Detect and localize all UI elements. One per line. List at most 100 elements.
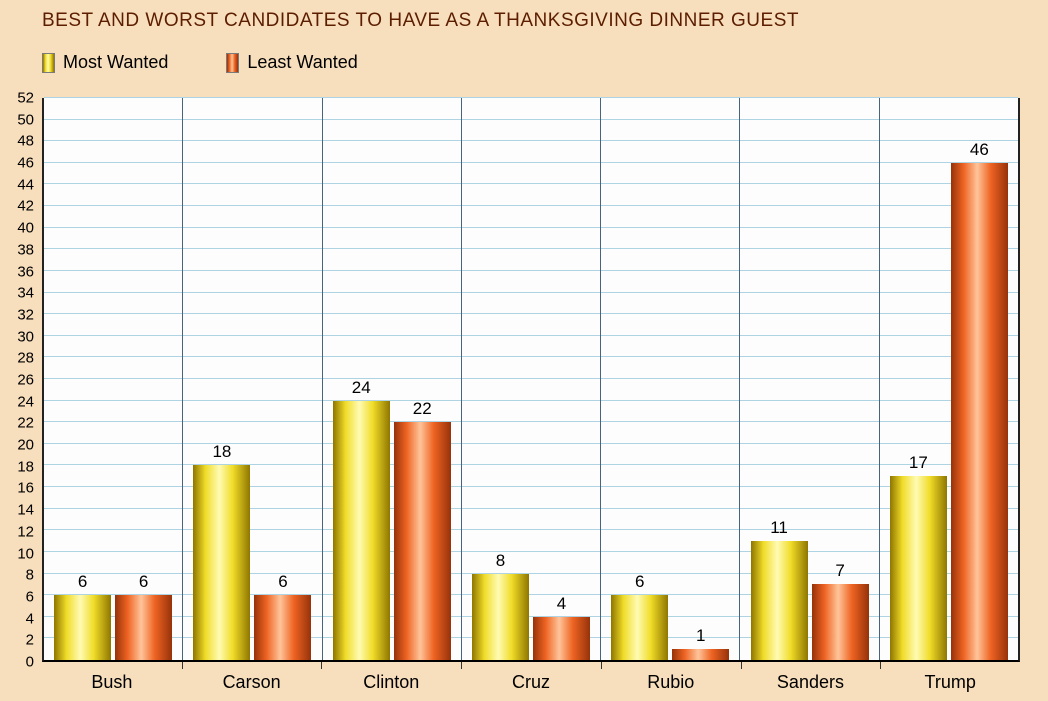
bar-value-label: 24 bbox=[351, 377, 371, 397]
legend-label: Least Wanted bbox=[247, 52, 358, 72]
category-group-carson: 18 6 bbox=[183, 98, 323, 660]
x-axis-label: Trump bbox=[924, 672, 976, 692]
y-tick-label: 14 bbox=[17, 501, 34, 519]
y-tick-label: 36 bbox=[17, 263, 34, 281]
chart-area: 0 2 4 6 8 10 12 14 16 18 20 22 24 26 28 30 32 34 36 38 40 42 4… bbox=[0, 91, 1048, 698]
bar-value-label: 7 bbox=[835, 561, 845, 581]
y-tick-label: 50 bbox=[17, 111, 34, 129]
bar-most-wanted: 6 bbox=[54, 572, 112, 660]
gridline bbox=[44, 378, 1018, 379]
bar-value-label: 6 bbox=[278, 572, 288, 592]
bar-most-wanted: 24 bbox=[332, 378, 390, 660]
x-axis-tick bbox=[740, 662, 742, 669]
y-tick-label: 34 bbox=[17, 284, 34, 302]
bar-most-wanted: 18 bbox=[193, 442, 251, 660]
y-tick-label: 52 bbox=[17, 89, 34, 107]
y-tick-label: 44 bbox=[17, 176, 34, 194]
x-axis-label: Sanders bbox=[776, 672, 844, 692]
bar-value-label: 8 bbox=[495, 550, 506, 570]
bar-least-wanted: 6 bbox=[115, 572, 173, 660]
x-axis-label: Cruz bbox=[512, 672, 551, 692]
y-tick-label: 42 bbox=[17, 197, 34, 215]
gridline bbox=[44, 118, 1018, 120]
gridline bbox=[44, 594, 1018, 596]
least-wanted-swatch-icon bbox=[226, 52, 240, 73]
plot-area: 6 6 18 6 24 22 8 4 6 1 11 7 17 46 bbox=[42, 97, 1020, 662]
y-tick-label: 10 bbox=[17, 545, 34, 563]
y-tick-label: 8 bbox=[25, 566, 34, 584]
gridline bbox=[44, 161, 1018, 163]
category-group-sanders: 11 7 bbox=[740, 98, 880, 660]
category-group-clinton: 24 22 bbox=[323, 98, 462, 660]
y-tick-label: 2 bbox=[25, 631, 34, 649]
x-axis-labels: Bush Carson Clinton Cruz Rubio Sanders Trump bbox=[42, 666, 1020, 693]
bar-value-label: 6 bbox=[635, 572, 645, 592]
bar-value-label: 6 bbox=[138, 572, 149, 592]
y-tick-label: 30 bbox=[17, 328, 34, 346]
y-tick-label: 12 bbox=[17, 523, 34, 541]
gridline bbox=[44, 291, 1018, 293]
bar-most-wanted: 8 bbox=[471, 551, 529, 660]
gridline bbox=[44, 334, 1018, 336]
y-tick-label: 4 bbox=[25, 610, 34, 628]
x-axis-ticks bbox=[42, 662, 1020, 669]
gridline bbox=[44, 550, 1018, 552]
gridline bbox=[44, 486, 1018, 488]
x-axis-tick bbox=[461, 662, 463, 669]
chart-title: BEST AND WORST CANDIDATES TO HAVE AS A T… bbox=[42, 10, 799, 31]
bar-least-wanted: 1 bbox=[672, 626, 730, 660]
gridline bbox=[44, 205, 1018, 207]
x-axis-label: Bush bbox=[91, 672, 133, 692]
y-axis: 0 2 4 6 8 10 12 14 16 18 20 22 24 26 28 30 32 34 36 38 40 42 4… bbox=[0, 91, 38, 670]
y-tick-label: 32 bbox=[17, 306, 34, 324]
gridline bbox=[44, 464, 1018, 466]
legend-item-most-wanted: Most Wanted bbox=[42, 52, 168, 73]
x-axis-label: Clinton bbox=[363, 672, 420, 692]
gridline bbox=[44, 313, 1018, 315]
bar-least-wanted: 6 bbox=[254, 572, 312, 660]
y-tick-label: 6 bbox=[25, 588, 34, 606]
bar-most-wanted: 6 bbox=[611, 572, 669, 660]
gridline bbox=[44, 442, 1018, 444]
y-tick-label: 22 bbox=[17, 414, 34, 432]
bar-most-wanted: 11 bbox=[750, 518, 808, 660]
bar-value-label: 22 bbox=[412, 399, 432, 419]
gridline bbox=[44, 637, 1018, 639]
y-tick-label: 28 bbox=[17, 349, 34, 367]
y-tick-label: 46 bbox=[17, 154, 34, 172]
x-axis-label: Rubio bbox=[647, 672, 695, 692]
x-axis-label: Carson bbox=[222, 672, 281, 692]
y-tick-label: 24 bbox=[17, 393, 34, 411]
bar-least-wanted: 46 bbox=[950, 140, 1008, 660]
bar-value-label: 6 bbox=[77, 572, 88, 592]
x-axis-tick bbox=[181, 662, 183, 669]
bar-value-label: 4 bbox=[556, 593, 567, 613]
bar-value-label: 18 bbox=[212, 442, 232, 462]
bar-value-label: 46 bbox=[969, 139, 989, 159]
gridline bbox=[44, 226, 1018, 228]
gridline bbox=[44, 140, 1018, 142]
y-tick-label: 0 bbox=[25, 653, 34, 671]
bar-value-label: 17 bbox=[908, 453, 928, 473]
bar-groups: 6 6 18 6 24 22 8 4 6 1 11 7 17 46 bbox=[44, 98, 1018, 660]
gridline bbox=[44, 507, 1018, 509]
legend-label: Most Wanted bbox=[63, 52, 169, 72]
y-tick-label: 38 bbox=[17, 241, 34, 259]
bar-least-wanted: 7 bbox=[811, 561, 869, 660]
gridline bbox=[44, 529, 1018, 531]
gridline bbox=[44, 269, 1018, 271]
y-tick-label: 40 bbox=[17, 219, 34, 237]
x-axis-tick bbox=[880, 662, 882, 669]
bar-least-wanted: 22 bbox=[393, 399, 451, 660]
x-axis-tick bbox=[600, 662, 602, 669]
y-tick-label: 16 bbox=[17, 479, 34, 497]
category-group-trump: 17 46 bbox=[880, 98, 1018, 660]
gridline bbox=[44, 615, 1018, 617]
y-tick-label: 48 bbox=[17, 132, 34, 150]
gridlines bbox=[44, 97, 1018, 660]
gridline bbox=[44, 572, 1018, 574]
most-wanted-swatch-icon bbox=[42, 52, 55, 73]
